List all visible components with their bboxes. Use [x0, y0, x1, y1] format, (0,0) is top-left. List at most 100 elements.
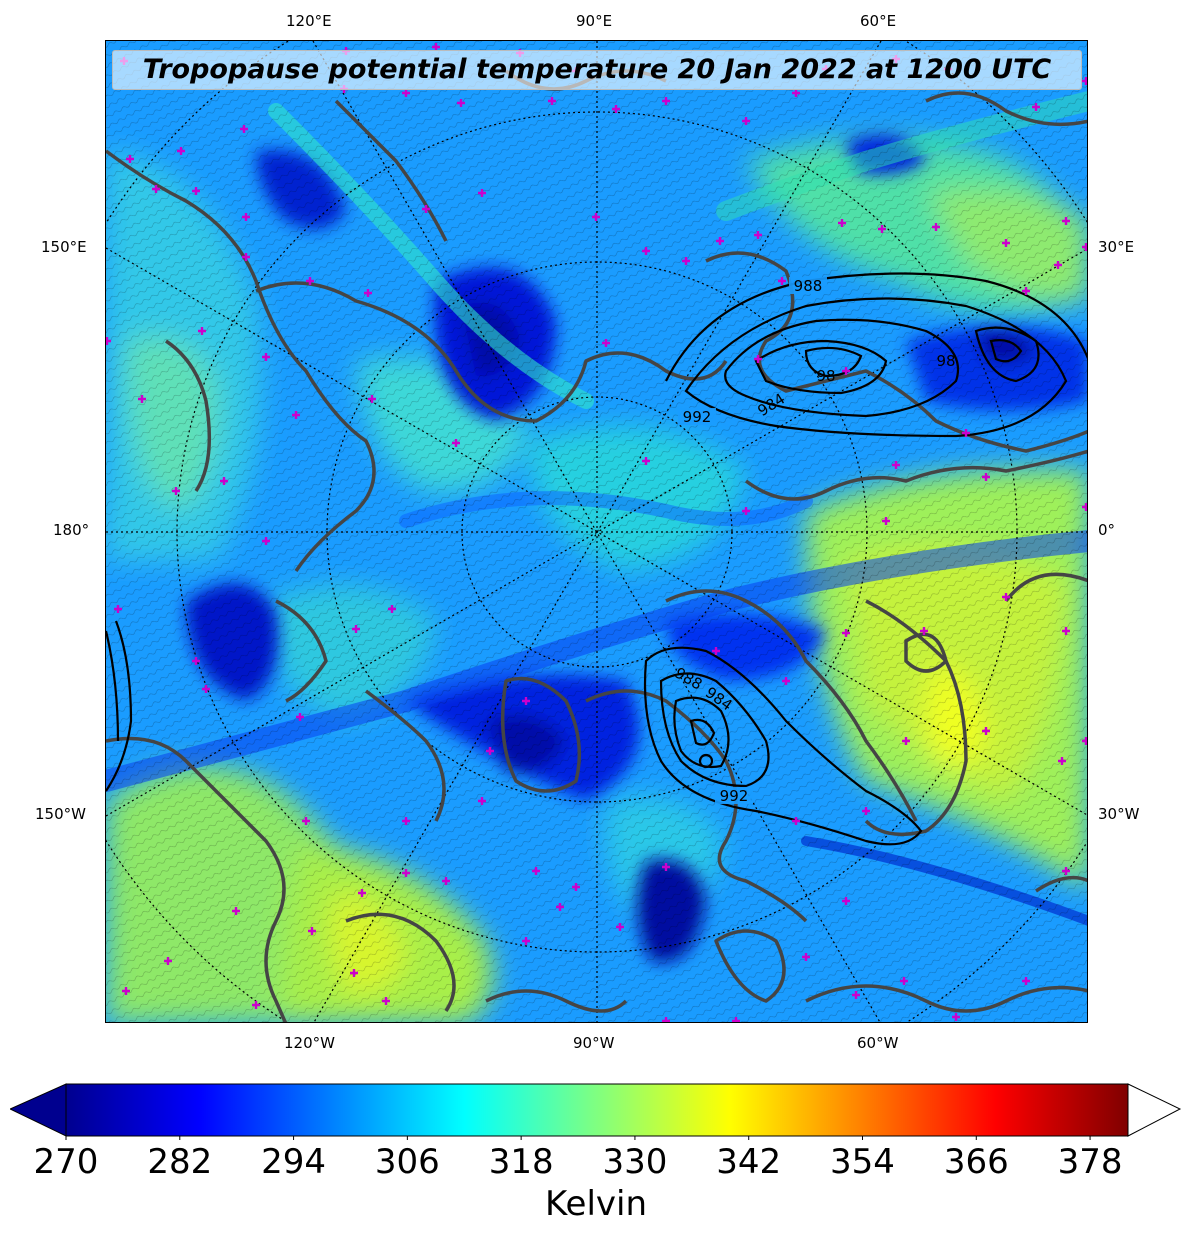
station-marker [716, 237, 724, 245]
station-marker [920, 627, 928, 635]
station-marker [164, 957, 172, 965]
station-marker [982, 727, 990, 735]
station-marker [1022, 977, 1030, 985]
colorbar-label: Kelvin [544, 1184, 648, 1224]
station-marker [106, 337, 111, 345]
isobar-label: 992 [683, 408, 712, 426]
station-marker [358, 889, 366, 897]
station-marker [1062, 867, 1070, 875]
station-marker [842, 629, 850, 637]
station-marker [712, 647, 720, 655]
colorbar-min-extend [10, 1083, 67, 1137]
station-marker [138, 395, 146, 403]
station-marker [572, 883, 580, 891]
station-marker [364, 289, 372, 297]
station-marker [878, 225, 886, 233]
station-marker [882, 517, 890, 525]
station-marker [982, 473, 990, 481]
station-marker [1054, 261, 1062, 269]
station-marker [192, 187, 200, 195]
map-title: Tropopause potential temperature 20 Jan … [142, 54, 1052, 85]
station-marker [742, 507, 750, 515]
station-marker [1062, 217, 1070, 225]
lon-label-left: 150°E [41, 238, 87, 256]
station-marker [838, 219, 846, 227]
title-box: Tropopause potential temperature 20 Jan … [112, 50, 1082, 90]
station-marker [1002, 239, 1010, 247]
station-marker [302, 817, 310, 825]
station-marker [548, 97, 556, 105]
station-marker [900, 977, 908, 985]
station-marker [152, 185, 160, 193]
station-marker [1022, 287, 1030, 295]
isobar-988-south [659, 672, 770, 788]
isobar-label: 98 [936, 352, 955, 370]
lon-label-top: 120°E [286, 12, 332, 30]
station-marker [242, 253, 250, 261]
lon-label-left: 150°W [35, 805, 86, 823]
station-marker [532, 867, 540, 875]
station-marker [308, 927, 316, 935]
colorbar-tick-label: 318 [488, 1142, 554, 1182]
station-marker [1062, 627, 1070, 635]
station-marker [1082, 243, 1087, 251]
station-marker [1082, 737, 1087, 745]
station-marker [388, 605, 396, 613]
colorbar-gradient [65, 1083, 1129, 1137]
station-marker [778, 277, 786, 285]
isobar-label: 988 [794, 277, 823, 295]
station-marker [952, 1013, 960, 1021]
station-marker [602, 339, 610, 347]
station-marker [478, 189, 486, 197]
station-marker [792, 817, 800, 825]
colorbar [10, 1083, 1182, 1140]
station-marker [192, 657, 200, 665]
station-marker [662, 863, 670, 871]
isobar-988-north [684, 297, 1068, 438]
station-marker [114, 605, 122, 613]
colorbar-tick-label: 270 [33, 1142, 99, 1182]
station-marker [662, 1017, 670, 1022]
station-marker [782, 677, 790, 685]
station-marker [862, 807, 870, 815]
station-marker [422, 205, 430, 213]
station-marker [172, 487, 180, 495]
station-marker [1032, 103, 1040, 111]
station-marker [402, 869, 410, 877]
station-marker [240, 125, 248, 133]
station-marker [232, 907, 240, 915]
coastlines [106, 69, 1087, 1022]
station-marker [296, 713, 304, 721]
station-marker [1082, 503, 1087, 511]
station-marker [292, 411, 300, 419]
station-marker [932, 223, 940, 231]
isobar-984-south [673, 696, 730, 769]
station-marker [262, 353, 270, 361]
station-marker [1058, 757, 1066, 765]
station-marker [306, 277, 314, 285]
station-marker [754, 355, 762, 363]
station-marker [852, 991, 860, 999]
station-marker [892, 461, 900, 469]
station-marker [402, 89, 410, 97]
station-marker [642, 247, 650, 255]
isobar-992-north [665, 272, 1087, 382]
station-marker [486, 747, 494, 755]
lon-label-right: 0° [1098, 521, 1116, 539]
station-marker [198, 327, 206, 335]
station-marker [252, 1001, 260, 1009]
station-marker [126, 155, 134, 163]
isobar-984-north [724, 318, 960, 418]
station-marker [177, 147, 185, 155]
station-marker [220, 477, 228, 485]
station-marker [350, 969, 358, 977]
station-marker [1002, 593, 1010, 601]
colorbar-tick-label: 354 [830, 1142, 895, 1182]
station-marker [682, 257, 690, 265]
station-marker [382, 997, 390, 1005]
lon-label-bottom: 60°W [857, 1034, 899, 1052]
station-marker [262, 537, 270, 545]
station-marker [122, 987, 130, 995]
station-marker [352, 625, 360, 633]
station-marker [902, 737, 910, 745]
